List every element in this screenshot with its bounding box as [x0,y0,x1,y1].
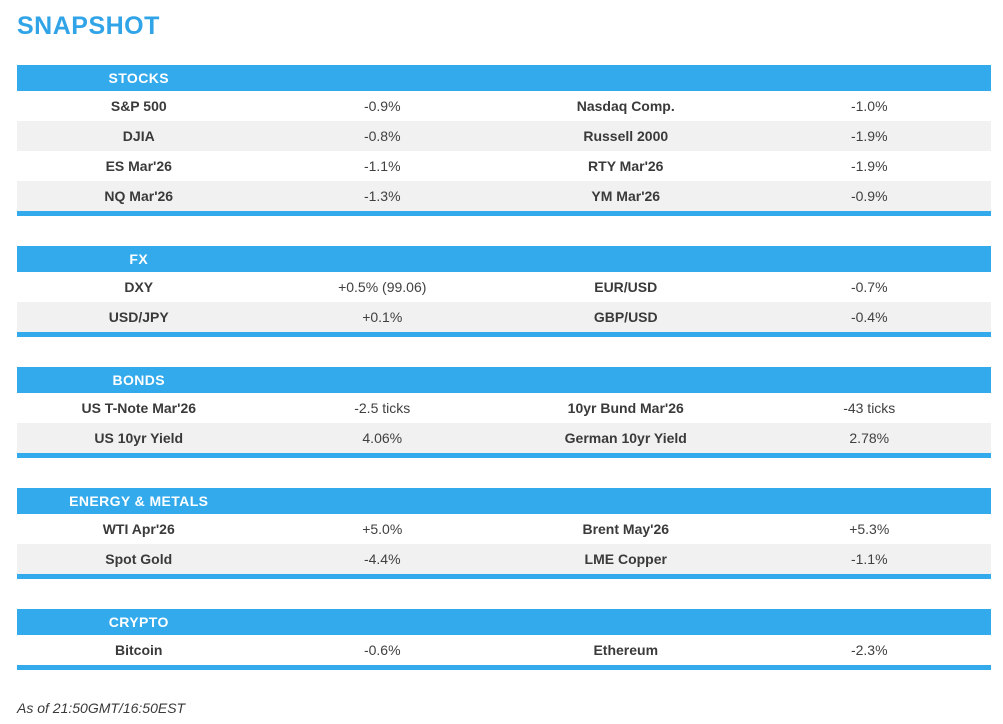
instrument-value: -1.0% [850,98,888,114]
instrument-value: +5.0% [362,521,403,537]
section-fx: FX DXY +0.5% (99.06) EUR/USD -0.7% USD/J… [17,246,991,337]
table-row: NQ Mar'26 -1.3% YM Mar'26 -0.9% [17,181,991,211]
section-rows: WTI Apr'26 +5.0% Brent May'26 +5.3% Spot… [17,514,991,574]
section-header: ENERGY & METALS [17,488,991,514]
section-bottom-bar [17,211,991,216]
section-bottom-bar [17,665,991,670]
instrument-value: -0.4% [850,309,888,325]
section-stocks: STOCKS S&P 500 -0.9% Nasdaq Comp. -1.0% … [17,65,991,216]
section-header: FX [17,246,991,272]
section-title: FX [129,251,149,267]
section-bottom-bar [17,332,991,337]
section-bottom-bar [17,574,991,579]
instrument-label: 10yr Bund Mar'26 [567,400,684,416]
section-header: CRYPTO [17,609,991,635]
instrument-label: Bitcoin [115,642,163,658]
section-rows: DXY +0.5% (99.06) EUR/USD -0.7% USD/JPY … [17,272,991,332]
instrument-value: -0.9% [363,98,401,114]
instrument-value: -1.3% [363,188,401,204]
instrument-value: -0.7% [850,279,888,295]
instrument-label: EUR/USD [594,279,658,295]
table-row: S&P 500 -0.9% Nasdaq Comp. -1.0% [17,91,991,121]
instrument-label: LME Copper [584,551,667,567]
instrument-value: -2.5 ticks [354,400,411,416]
instrument-label: Nasdaq Comp. [576,98,675,114]
section-rows: US T-Note Mar'26 -2.5 ticks 10yr Bund Ma… [17,393,991,453]
instrument-value: +0.5% (99.06) [338,279,427,295]
instrument-value: -0.6% [363,642,401,658]
section-title: BONDS [112,372,166,388]
table-row: DXY +0.5% (99.06) EUR/USD -0.7% [17,272,991,302]
instrument-label: YM Mar'26 [591,188,661,204]
instrument-value: -2.3% [850,642,888,658]
instrument-label: DXY [124,279,154,295]
instrument-label: USD/JPY [108,309,169,325]
instrument-label: RTY Mar'26 [588,158,664,174]
section-crypto: CRYPTO Bitcoin -0.6% Ethereum -2.3% [17,609,991,670]
instrument-value: +0.1% [362,309,403,325]
instrument-label: S&P 500 [110,98,167,114]
timestamp-note: As of 21:50GMT/16:50EST [17,700,186,716]
instrument-value: -43 ticks [843,400,896,416]
instrument-value: -1.1% [850,551,888,567]
instrument-value: -0.8% [363,128,401,144]
instrument-value: -0.9% [850,188,888,204]
table-row: Spot Gold -4.4% LME Copper -1.1% [17,544,991,574]
instrument-value: -1.9% [850,128,888,144]
instrument-label: US T-Note Mar'26 [81,400,197,416]
section-title: ENERGY & METALS [69,493,209,509]
table-row: US 10yr Yield 4.06% German 10yr Yield 2.… [17,423,991,453]
instrument-label: Brent May'26 [582,521,670,537]
section-energy-metals: ENERGY & METALS WTI Apr'26 +5.0% Brent M… [17,488,991,579]
instrument-label: DJIA [122,128,155,144]
section-rows: S&P 500 -0.9% Nasdaq Comp. -1.0% DJIA -0… [17,91,991,211]
instrument-value: +5.3% [849,521,890,537]
section-rows: Bitcoin -0.6% Ethereum -2.3% [17,635,991,665]
instrument-label: GBP/USD [593,309,658,325]
instrument-label: German 10yr Yield [564,430,687,446]
table-row: Bitcoin -0.6% Ethereum -2.3% [17,635,991,665]
table-row: USD/JPY +0.1% GBP/USD -0.4% [17,302,991,332]
instrument-label: NQ Mar'26 [104,188,174,204]
instrument-value: -1.9% [850,158,888,174]
instrument-label: WTI Apr'26 [102,521,175,537]
table-row: US T-Note Mar'26 -2.5 ticks 10yr Bund Ma… [17,393,991,423]
table-row: WTI Apr'26 +5.0% Brent May'26 +5.3% [17,514,991,544]
section-title: CRYPTO [108,614,169,630]
section-bonds: BONDS US T-Note Mar'26 -2.5 ticks 10yr B… [17,367,991,458]
section-header: BONDS [17,367,991,393]
section-bottom-bar [17,453,991,458]
table-row: ES Mar'26 -1.1% RTY Mar'26 -1.9% [17,151,991,181]
instrument-label: ES Mar'26 [105,158,172,174]
section-title: STOCKS [108,70,169,86]
instrument-value: -4.4% [363,551,401,567]
instrument-label: Ethereum [593,642,659,658]
instrument-label: Russell 2000 [583,128,669,144]
instrument-label: US 10yr Yield [94,430,184,446]
instrument-value: -1.1% [363,158,401,174]
instrument-value: 2.78% [849,430,890,446]
instrument-label: Spot Gold [105,551,173,567]
instrument-value: 4.06% [362,430,403,446]
page-title: SNAPSHOT [17,12,160,40]
table-row: DJIA -0.8% Russell 2000 -1.9% [17,121,991,151]
section-header: STOCKS [17,65,991,91]
